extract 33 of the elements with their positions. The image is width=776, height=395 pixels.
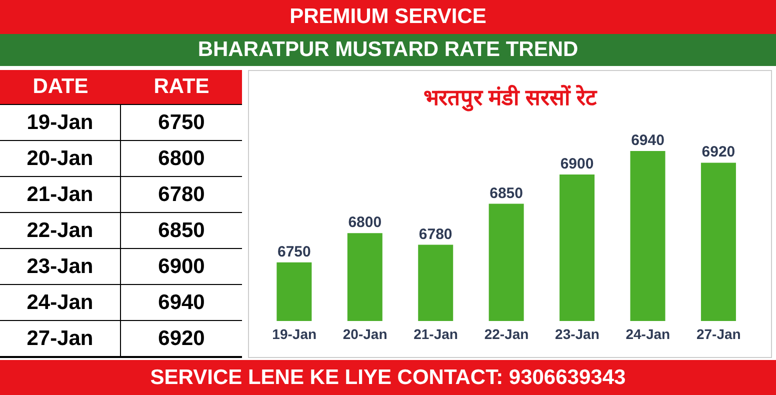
x-tick-label: 22-Jan [484,326,529,342]
category-label: 20-Jan [26,146,94,170]
x-tick-label: 19-Jan [272,326,317,342]
text: 6750 [158,110,205,134]
category-label: 21-Jan [26,182,94,206]
data-label: 6800 [348,214,382,232]
data-label: 6750 [277,243,311,260]
x-tick-label: 23-Jan [555,326,600,342]
category-label: 24-Jan [26,290,94,314]
text: 6780 [158,182,205,206]
chart-subtitle: भरतपुर मंडी सरसों रेट [422,84,598,111]
data-label: 6850 [490,184,524,202]
category-label: 22-Jan [26,218,94,242]
text: SERVICE LENE KE LIYE CONTACT: 9306639343 [0,360,776,395]
x-tick-label: 20-Jan [342,326,388,342]
text: 6850 [158,218,205,242]
data-label: 6900 [560,155,594,172]
x-tick-label: 27-Jan [696,326,741,342]
text: 6920 [158,326,205,350]
text: PREMIUM SERVICE [0,0,776,34]
data-label: 6920 [702,144,736,161]
text: 6900 [158,254,205,278]
text: DATE [32,74,90,100]
chart-title: BHARATPUR MUSTARD RATE TREND [0,34,776,66]
data-label: 6780 [418,226,452,243]
text: RATE [152,74,210,100]
text: 6940 [158,290,205,314]
category-label: 23-Jan [26,254,94,278]
text: 6800 [158,146,205,170]
x-tick-label: 24-Jan [626,326,670,342]
data-label: 6940 [631,132,664,149]
category-label: 19-Jan [26,110,94,134]
x-tick-label: 21-Jan [414,326,458,342]
